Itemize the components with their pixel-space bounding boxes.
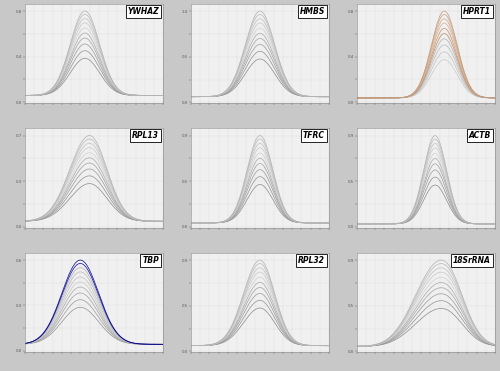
Text: HMBS: HMBS bbox=[300, 7, 325, 16]
Text: RPL32: RPL32 bbox=[298, 256, 325, 265]
Text: TBP: TBP bbox=[142, 256, 159, 265]
Text: 18SrRNA: 18SrRNA bbox=[453, 256, 491, 265]
Text: ACTB: ACTB bbox=[468, 131, 491, 140]
Text: RPL13: RPL13 bbox=[132, 131, 159, 140]
Text: YWHAZ: YWHAZ bbox=[128, 7, 159, 16]
Text: HPRT1: HPRT1 bbox=[463, 7, 491, 16]
Text: TFRC: TFRC bbox=[303, 131, 325, 140]
